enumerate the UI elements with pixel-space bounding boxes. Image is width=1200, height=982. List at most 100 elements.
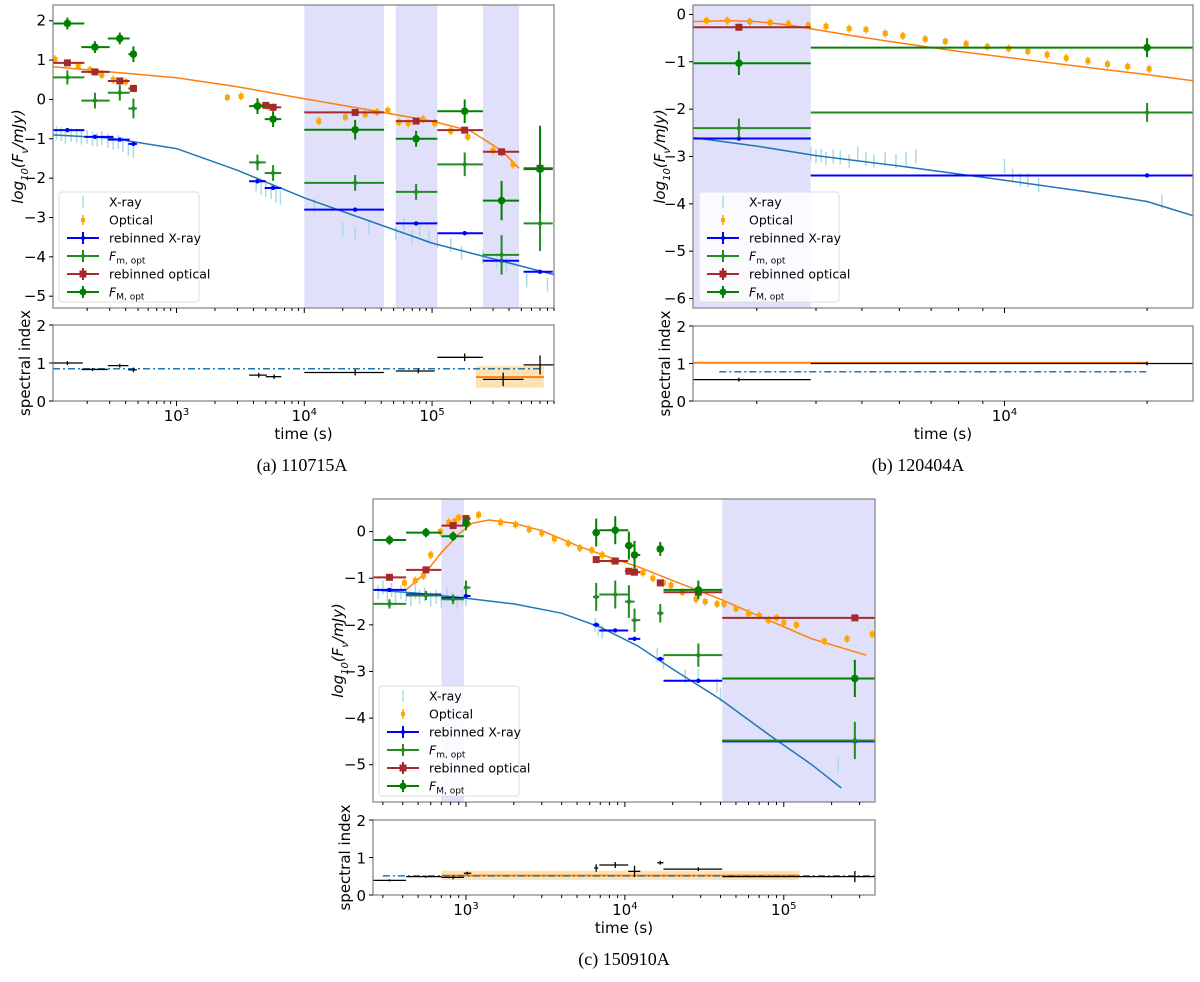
panel-a: 2 1 0 −1 −2 −3 −4 −5 log10(Fν/mJy) X-ray Optical re…	[9, 4, 555, 476]
rebinned-optical-marker	[851, 614, 859, 622]
rebinned-xray-marker	[463, 593, 469, 599]
optical-point	[733, 606, 739, 612]
legend-label: Optical	[749, 213, 793, 228]
optical-point	[869, 631, 875, 637]
optical-point	[589, 547, 595, 553]
y-tick-label: −1	[344, 569, 366, 587]
legend-marker-icon	[399, 764, 407, 772]
legend-marker-icon	[399, 782, 407, 790]
rebinned-optical-marker	[63, 59, 71, 67]
optical-point	[498, 519, 504, 525]
legend-label: Fm, opt	[429, 743, 466, 761]
y-axis-label-main: log10(Fν/mJy)	[651, 109, 673, 204]
fm-opt-marker	[131, 106, 136, 111]
x-tick-label: 103	[164, 407, 189, 425]
shaded-interval	[304, 5, 384, 308]
optical-point	[405, 120, 411, 126]
optical-point	[746, 610, 752, 616]
legend-label: rebinned optical	[429, 761, 530, 776]
legend-marker-icon	[81, 236, 85, 240]
legend-item-xray: X-ray	[82, 195, 142, 210]
fm-opt-marker	[626, 599, 632, 604]
optical-point	[693, 596, 699, 602]
y-tick-label: −5	[24, 287, 46, 305]
fM-opt-marker	[449, 532, 457, 541]
optical-point	[823, 23, 829, 29]
y-axis-label-spectral: spectral index	[16, 310, 34, 416]
legend-marker-icon	[79, 270, 87, 278]
legend-label: X-ray	[749, 195, 782, 210]
legend-item-rebinned_xray: rebinned X-ray	[707, 231, 842, 246]
fM-opt-marker	[656, 545, 665, 553]
legend-marker-icon	[401, 748, 405, 752]
fm-opt-marker	[852, 738, 858, 743]
legend-label: Optical	[429, 707, 473, 722]
legend-label: Fm, opt	[109, 249, 146, 267]
fM-opt-marker	[253, 102, 262, 110]
legend-marker-icon	[401, 730, 405, 734]
y-tick-label: 2	[36, 317, 46, 335]
legend-label: rebinned X-ray	[749, 231, 842, 246]
main-plot-area	[53, 5, 554, 308]
rebinned-xray-marker	[387, 587, 392, 593]
optical-point	[490, 148, 496, 154]
optical-point	[844, 636, 850, 642]
optical-point	[1044, 52, 1050, 58]
optical-point	[412, 578, 418, 584]
rebinned-xray-marker	[658, 656, 663, 662]
legend-marker-icon	[79, 288, 87, 296]
legend: X-ray Optical rebinned X-ray Fm, optrebinne…	[58, 191, 210, 303]
legend-item-fm_opt: Fm, opt	[67, 249, 146, 267]
legend-label: rebinned optical	[109, 267, 210, 282]
optical-point	[668, 582, 674, 588]
optical-point	[1146, 66, 1152, 72]
optical-point	[704, 18, 710, 24]
x-tick-label: 104	[992, 407, 1017, 425]
fm-opt-marker	[65, 75, 70, 80]
y-tick-label: −2	[24, 169, 46, 187]
fm-opt-marker	[423, 593, 429, 598]
legend-marker-icon	[721, 236, 725, 240]
legend-item-xray: X-ray	[722, 195, 782, 210]
shaded-interval	[395, 5, 438, 308]
fm-opt-marker	[736, 125, 742, 131]
fm-opt-marker	[658, 611, 663, 616]
legend-label: rebinned optical	[749, 267, 850, 282]
rebinned-optical-marker	[735, 23, 743, 31]
legend-item-fM_opt: FM, opt	[67, 285, 145, 303]
fM-opt-marker	[611, 526, 620, 535]
fM-opt-marker	[129, 50, 138, 58]
y-tick-label: 1	[676, 356, 686, 374]
x-tick-label: 105	[771, 901, 796, 919]
legend-label: X-ray	[109, 195, 142, 210]
optical-point	[714, 601, 720, 607]
spectral-axes-frame	[52, 324, 555, 402]
y-tick-label: −3	[344, 662, 366, 680]
fm-opt-marker	[499, 252, 504, 258]
optical-point	[75, 63, 81, 69]
rebinned-optical-marker	[631, 568, 639, 576]
optical-point	[476, 512, 482, 518]
legend-item-optical: Optical	[401, 707, 473, 722]
optical-point	[316, 118, 322, 124]
rebinned-xray-marker	[537, 269, 543, 274]
rebinned-xray-marker	[352, 207, 358, 212]
legend-label: FM, opt	[749, 285, 785, 303]
fm-opt-marker	[696, 652, 701, 658]
y-tick-label: 0	[36, 393, 46, 411]
optical-point	[767, 20, 773, 26]
y-tick-label: 0	[356, 523, 366, 541]
y-tick-label: −4	[344, 709, 366, 727]
fm-opt-marker	[387, 601, 392, 607]
x-axis-label: time (s)	[595, 919, 653, 937]
optical-point	[942, 38, 948, 44]
rebinned-xray-marker	[117, 137, 123, 142]
optical-point	[420, 573, 426, 579]
fm-opt-marker	[613, 592, 618, 597]
optical-point	[565, 540, 571, 546]
fM-opt-marker	[625, 541, 633, 550]
fM-opt-marker	[422, 528, 430, 537]
optical-point	[526, 526, 532, 532]
optical-point	[963, 41, 969, 47]
rebinned-optical-marker	[422, 566, 430, 574]
